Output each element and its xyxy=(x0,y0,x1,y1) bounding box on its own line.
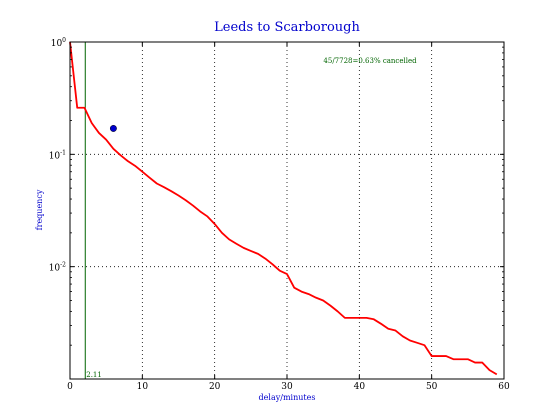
y-axis-ticks: 100 10-1 10-2 xyxy=(49,37,504,346)
y-tick-label: 10-1 xyxy=(49,149,66,161)
y-axis-label: frequency xyxy=(35,189,44,230)
x-tick-label: 60 xyxy=(498,382,510,392)
chart-title: Leeds to Scarborough xyxy=(214,20,360,35)
data-point-marker xyxy=(109,124,117,132)
x-tick-label: 50 xyxy=(426,382,438,392)
cancelled-annotation: 45/7728=0.63% cancelled xyxy=(323,57,417,65)
series-group xyxy=(69,41,498,376)
x-axis-label: delay/minutes xyxy=(259,393,316,402)
x-tick-label: 40 xyxy=(354,382,366,392)
x-tick-label: 20 xyxy=(209,382,221,392)
threshold-label: 2.11 xyxy=(86,371,102,379)
series-line xyxy=(69,41,498,376)
x-axis-ticks: 0 10 20 30 40 50 60 xyxy=(67,42,510,392)
x-tick-label: 10 xyxy=(137,382,149,392)
grid-lines xyxy=(70,42,504,379)
marker-group xyxy=(109,124,117,132)
y-tick-label: 100 xyxy=(51,37,66,49)
threshold-line-group: 2.11 xyxy=(84,42,102,379)
x-tick-label: 0 xyxy=(67,382,73,392)
y-tick-label: 10-2 xyxy=(49,262,66,274)
x-tick-label: 30 xyxy=(281,382,293,392)
